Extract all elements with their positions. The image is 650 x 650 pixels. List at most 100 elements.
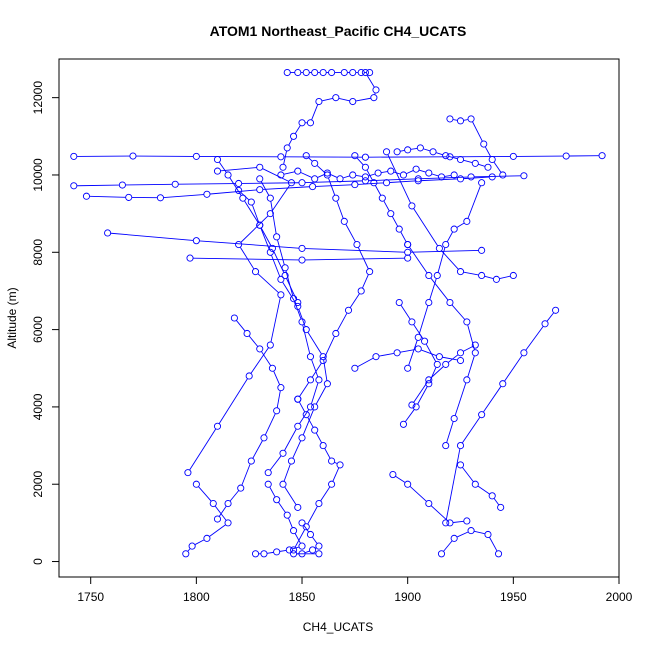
series-segment: [546, 312, 554, 322]
data-point: [442, 152, 450, 160]
series-segment: [315, 386, 327, 405]
data-point: [414, 177, 422, 185]
data-point: [294, 395, 302, 403]
series-group: [184, 163, 296, 477]
series-group: [283, 68, 374, 77]
data-point: [450, 414, 458, 423]
series-segment: [525, 326, 544, 351]
data-point: [287, 179, 296, 187]
data-point: [182, 550, 190, 558]
data-point: [450, 225, 458, 233]
data-point: [311, 175, 319, 183]
data-point: [499, 380, 507, 388]
data-point: [188, 542, 196, 550]
series-segment: [270, 201, 277, 234]
series-segment: [493, 498, 500, 506]
series-group: [382, 148, 517, 283]
data-point: [319, 68, 327, 77]
data-point: [433, 360, 441, 368]
data-point: [319, 356, 327, 365]
series-segment: [430, 366, 444, 378]
data-point: [442, 241, 450, 249]
data-point: [213, 155, 222, 164]
x-tick-label: 1950: [500, 590, 527, 604]
data-point: [404, 480, 412, 488]
data-point: [425, 169, 433, 177]
data-point: [311, 159, 319, 167]
series-segment: [343, 175, 350, 179]
data-point: [315, 550, 323, 558]
series-segment: [446, 421, 454, 443]
data-point: [370, 94, 378, 102]
series-segment: [307, 332, 322, 355]
data-point: [416, 144, 424, 152]
data-point: [404, 254, 412, 262]
series-segment: [278, 502, 286, 513]
data-point: [283, 511, 291, 519]
data-point: [433, 271, 441, 280]
series-group: [404, 241, 479, 450]
series-segment: [413, 208, 438, 246]
data-point: [264, 469, 272, 477]
data-point: [323, 171, 331, 179]
data-point: [370, 179, 378, 187]
data-point: [499, 171, 507, 179]
data-point: [361, 163, 369, 171]
x-tick-label: 2000: [606, 590, 633, 604]
data-point: [509, 271, 517, 280]
series-segment: [379, 352, 394, 357]
data-point: [224, 519, 232, 527]
data-point: [372, 86, 380, 94]
data-point: [484, 163, 492, 171]
series-segment: [271, 185, 290, 212]
data-point: [82, 192, 91, 200]
data-point: [184, 469, 192, 477]
series-segment: [299, 382, 310, 397]
series-segment: [467, 185, 481, 219]
data-point: [471, 480, 479, 488]
series-group: [408, 341, 479, 409]
data-point: [382, 148, 391, 156]
data-point: [315, 97, 323, 106]
y-tick-label: 2000: [31, 471, 45, 498]
data-point: [425, 298, 433, 307]
series-group: [442, 306, 560, 527]
data-point: [463, 517, 471, 525]
series-segment: [199, 240, 299, 249]
series-segment: [315, 432, 322, 443]
series-segment: [375, 185, 382, 196]
series-segment: [252, 440, 263, 459]
series-segment: [389, 180, 415, 183]
series-segment: [456, 222, 465, 228]
data-point: [399, 420, 408, 428]
series-segment: [239, 247, 255, 270]
data-point: [260, 434, 268, 442]
series-segment: [163, 194, 204, 198]
data-point: [203, 190, 211, 198]
series-segment: [493, 161, 502, 173]
series-layer: [70, 68, 606, 558]
series-segment: [125, 183, 172, 186]
data-point: [192, 480, 200, 488]
data-point: [279, 480, 287, 488]
series-segment: [400, 349, 416, 353]
data-point: [70, 182, 78, 190]
data-point: [243, 329, 251, 338]
series-group: [277, 165, 458, 183]
data-point: [478, 271, 486, 280]
data-point: [425, 500, 433, 508]
x-tick-label: 1850: [289, 590, 316, 604]
series-group: [182, 480, 232, 558]
series-segment: [283, 151, 287, 165]
data-point: [351, 152, 359, 160]
series-segment: [302, 409, 314, 435]
series-segment: [395, 475, 406, 483]
data-point: [442, 442, 450, 450]
data-point: [256, 221, 264, 229]
series-segment: [311, 382, 319, 404]
series-segment: [441, 250, 459, 270]
series-segment: [322, 97, 333, 102]
data-point: [264, 480, 272, 488]
data-point: [404, 248, 412, 256]
